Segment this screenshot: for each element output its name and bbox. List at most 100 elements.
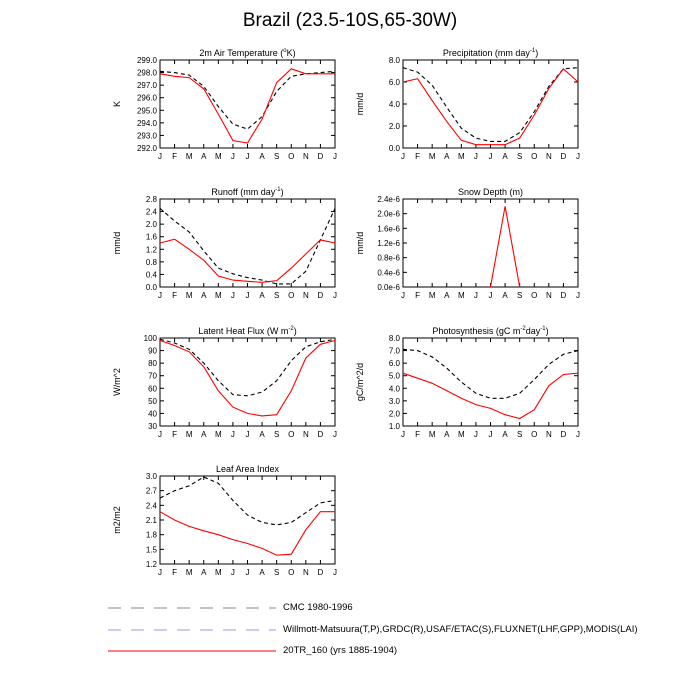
x-tick-label: J xyxy=(158,568,162,577)
plot-frame xyxy=(159,475,336,565)
x-tick-label: J xyxy=(474,291,478,300)
legend-label-model: 20TR_160 (yrs 1885-1904) xyxy=(283,645,398,656)
chart-lai: Leaf Area Index m2/m2 1.2 1.5 1.8 2.1 2.4 2.7 3.… xyxy=(112,464,337,577)
x-tick-label: M xyxy=(215,430,222,439)
y-tick-label: 2.0e-6 xyxy=(377,210,400,219)
x-tick-label: M xyxy=(429,430,436,439)
x-tick-label: M xyxy=(458,291,465,300)
x-tick-label: F xyxy=(415,291,420,300)
series-line-model xyxy=(402,372,579,420)
x-tick-label: J xyxy=(401,291,405,300)
y-tick-label: 2.0 xyxy=(146,220,158,229)
y-tick-label: 30 xyxy=(148,422,157,431)
legend-label-cmc: CMC 1980-1996 xyxy=(283,602,353,613)
chart-snow: Snow Depth (m) mm/d 0.0e-6 0.4e-6 0.8e-6 1.2e… xyxy=(355,187,580,300)
x-tick-label: N xyxy=(546,152,552,161)
chart-air-temp: 2m Air Temperature (oK) K 292.0 293.0 294.0 2… xyxy=(112,48,337,161)
y-tick-label: 294.0 xyxy=(137,119,158,128)
y-tick-label: 0.4e-6 xyxy=(377,268,400,277)
x-tick-label: N xyxy=(303,152,309,161)
y-tick-label: 2.0 xyxy=(389,122,401,131)
x-tick-label: N xyxy=(303,568,309,577)
legend-swatch-model xyxy=(108,650,276,652)
y-tick-label: 1.6 xyxy=(146,233,158,242)
x-tick-label: M xyxy=(215,291,222,300)
panel-title: Leaf Area Index xyxy=(216,464,280,474)
y-tick-label: 60 xyxy=(148,384,157,393)
x-tick-label: M xyxy=(186,291,193,300)
x-tick-label: A xyxy=(259,430,265,439)
x-tick-label: J xyxy=(246,430,250,439)
x-tick-label: J xyxy=(246,291,250,300)
x-tick-label: M xyxy=(458,152,465,161)
panel-title: Precipitation (mm day-1) xyxy=(443,48,538,58)
y-tick-label: 293.0 xyxy=(137,131,158,140)
x-tick-label: J xyxy=(489,430,493,439)
y-tick-label: 7.0 xyxy=(389,347,401,356)
series-line-model xyxy=(159,68,335,144)
y-tick-label: 0.0 xyxy=(146,283,158,292)
x-tick-label: J xyxy=(576,430,580,439)
x-tick-label: J xyxy=(158,430,162,439)
x-tick-label: F xyxy=(415,152,420,161)
y-tick-label: 40 xyxy=(148,409,157,418)
x-tick-label: J xyxy=(333,152,337,161)
chart-photo: Photosynthesis (gC m-2day-1) gC/m^2/d 1.0 2… xyxy=(355,326,580,439)
x-tick-label: J xyxy=(158,152,162,161)
x-tick-label: S xyxy=(274,430,279,439)
panel-title: Snow Depth (m) xyxy=(458,187,523,197)
x-tick-label: J xyxy=(333,430,337,439)
x-tick-label: A xyxy=(201,291,207,300)
series-line-obs xyxy=(159,476,336,526)
x-tick-label: M xyxy=(215,568,222,577)
y-tick-label: 1.6e-6 xyxy=(377,224,400,233)
x-tick-label: O xyxy=(288,430,294,439)
y-tick-label: 2.4 xyxy=(146,501,158,510)
x-tick-label: S xyxy=(274,568,279,577)
y-tick-label: 1.5 xyxy=(146,545,158,554)
x-tick-label: J xyxy=(474,430,478,439)
y-tick-label: 2.7 xyxy=(146,487,158,496)
chart-latent: Latent Heat Flux (W m-2) W/m^2 30 40 50 60 70 8… xyxy=(112,326,337,439)
y-tick-label: 8.0 xyxy=(389,334,401,343)
x-tick-label: O xyxy=(531,430,537,439)
x-tick-label: M xyxy=(186,152,193,161)
x-tick-label: M xyxy=(429,291,436,300)
y-tick-label: 295.0 xyxy=(137,106,158,115)
x-tick-label: M xyxy=(215,152,222,161)
series-line-model xyxy=(159,511,335,556)
x-tick-label: J xyxy=(489,291,493,300)
y-tick-label: 5.0 xyxy=(389,372,401,381)
x-tick-label: J xyxy=(401,430,405,439)
x-tick-label: S xyxy=(517,430,522,439)
panel-title: Photosynthesis (gC m-2day-1) xyxy=(432,326,548,336)
panel-title: Latent Heat Flux (W m-2) xyxy=(198,326,296,336)
x-tick-label: J xyxy=(231,291,235,300)
y-tick-label: 1.8 xyxy=(146,531,158,540)
x-tick-label: J xyxy=(474,152,478,161)
x-tick-label: S xyxy=(517,291,522,300)
x-tick-label: N xyxy=(546,291,552,300)
panel-title: 2m Air Temperature (oK) xyxy=(199,48,295,58)
x-tick-label: J xyxy=(333,568,337,577)
x-tick-label: J xyxy=(401,152,405,161)
x-tick-label: F xyxy=(172,291,177,300)
x-tick-label: F xyxy=(172,568,177,577)
y-tick-label: 0.8 xyxy=(146,258,158,267)
series-line-model xyxy=(489,206,521,288)
series-line-obs xyxy=(159,338,336,397)
y-tick-label: 8.0 xyxy=(389,56,401,65)
y-axis-label: mm/d xyxy=(355,232,365,255)
x-tick-label: J xyxy=(576,152,580,161)
x-tick-label: A xyxy=(259,291,265,300)
y-tick-label: 0.8e-6 xyxy=(377,254,400,263)
panel-title: Runoff (mm day-1) xyxy=(211,187,283,197)
series-line-model xyxy=(159,238,336,283)
legend-swatch-cmc xyxy=(108,607,276,609)
x-tick-label: F xyxy=(172,430,177,439)
y-tick-label: 4.0 xyxy=(389,100,401,109)
chart-precip: Precipitation (mm day-1) mm/d 0.0 2.0 4.0 6.0… xyxy=(355,48,580,161)
y-tick-label: 90 xyxy=(148,347,157,356)
y-tick-label: 1.0 xyxy=(389,422,401,431)
x-tick-label: D xyxy=(318,568,324,577)
